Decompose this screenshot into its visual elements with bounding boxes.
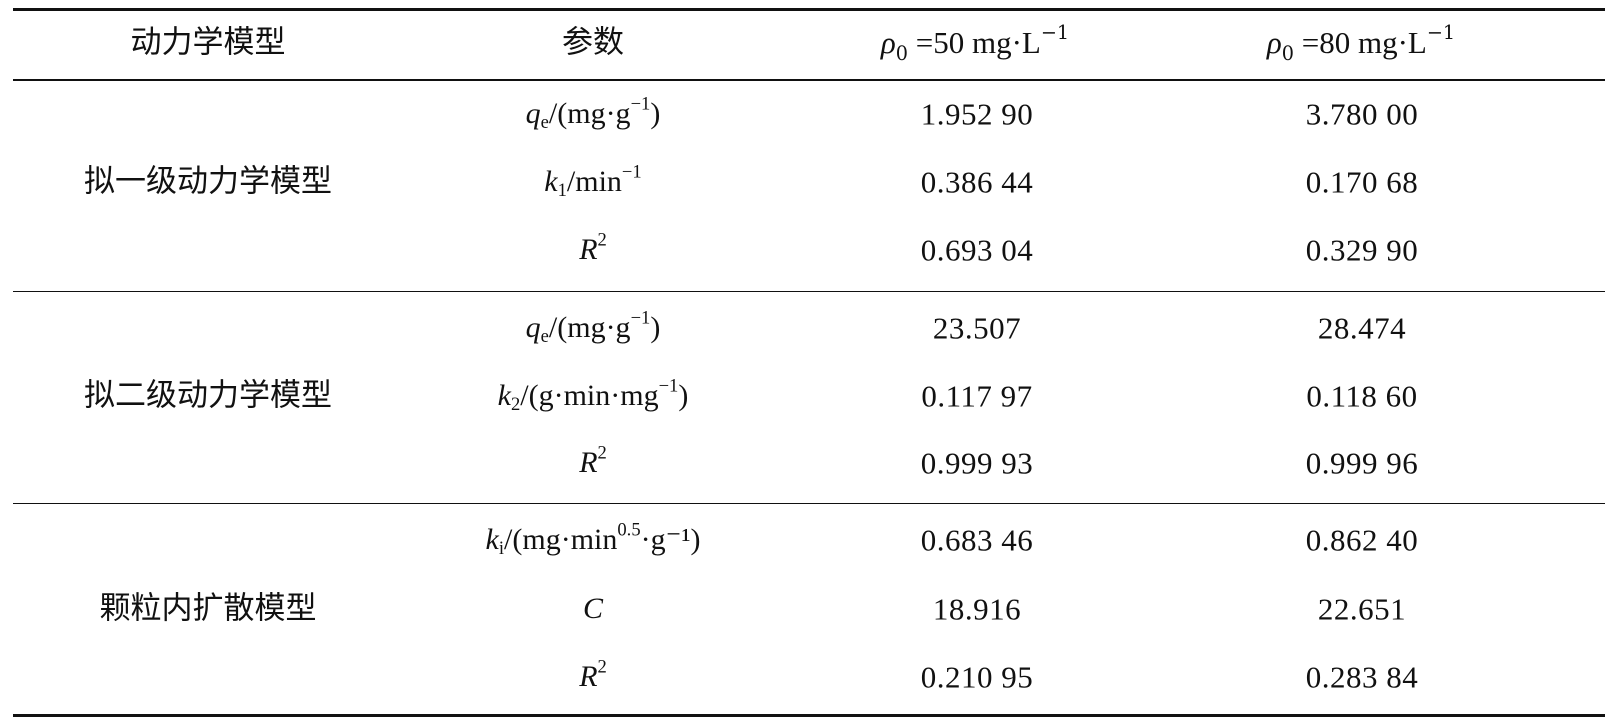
param-symbol: q [525, 97, 541, 130]
group-name-1: 拟一级动力学模型 [84, 163, 332, 200]
value-80-1-2: 0.170 68 [1305, 164, 1419, 200]
param-unit: /min [566, 165, 622, 198]
param-unit-end: ) [650, 97, 661, 130]
param-unit-end: ) [678, 379, 689, 412]
param-symbol: k [485, 523, 499, 556]
header-model: 动力学模型 [130, 24, 286, 61]
param-cell-1-1: qe/(mg·g−1) [525, 95, 661, 132]
param-cell-2-1: qe/(mg·g−1) [525, 309, 661, 346]
param-superscript: −1 [658, 375, 679, 397]
param-symbol: q [525, 311, 541, 344]
header-conc-50-text: =50 mg·L [907, 25, 1041, 60]
value-80-3-2: 22.651 [1317, 591, 1407, 627]
param-unit: /(g·min·mg [520, 379, 659, 412]
param-subscript: 2 [510, 394, 521, 416]
param-superscript: 0.5 [617, 519, 641, 541]
param-symbol: R [579, 233, 598, 266]
header-conc-80-symbol: ρ [1266, 25, 1282, 60]
value-50-3-2: 18.916 [932, 591, 1022, 627]
param-symbol: C [582, 592, 604, 625]
header-conc-50-symbol: ρ [880, 25, 896, 60]
param-unit: /(mg·min [504, 523, 618, 556]
table-top-rule [13, 8, 1605, 11]
value-50-1-2: 0.386 44 [920, 164, 1034, 200]
param-cell-3-3: R2 [579, 658, 607, 693]
param-unit-end: ·g⁻¹) [640, 523, 701, 556]
param-cell-3-2: C [583, 594, 603, 624]
value-80-1-3: 0.329 90 [1305, 232, 1419, 268]
param-cell-3-1: ki/(mg·min0.5·g⁻¹) [485, 521, 701, 558]
param-cell-1-2: k1/min−1 [544, 163, 641, 200]
param-cell-1-3: R2 [579, 231, 607, 266]
header-conc-80-sup: −1 [1426, 21, 1456, 45]
value-50-1-1: 1.952 90 [920, 96, 1034, 132]
header-conc-80-sub: 0 [1281, 42, 1294, 66]
header-conc-80: ρ0 =80 mg·L−1 [1266, 23, 1455, 63]
value-50-2-2: 0.117 97 [921, 378, 1033, 414]
param-cell-2-3: R2 [579, 444, 607, 479]
param-unit: /(mg·g [548, 311, 631, 344]
value-50-3-3: 0.210 95 [920, 659, 1034, 695]
param-symbol: R [579, 446, 598, 479]
param-superscript: −1 [630, 93, 651, 115]
value-50-1-3: 0.693 04 [920, 232, 1034, 268]
param-unit: /(mg·g [548, 97, 631, 130]
value-80-2-3: 0.999 96 [1305, 445, 1419, 481]
param-superscript: −1 [630, 307, 651, 329]
param-cell-2-2: k2/(g·min·mg−1) [497, 377, 689, 414]
param-subscript: 1 [557, 180, 567, 202]
header-param: 参数 [562, 24, 624, 61]
param-superscript: 2 [597, 442, 607, 464]
header-conc-50-sub: 0 [895, 42, 908, 66]
param-subscript: e [540, 112, 549, 134]
param-subscript: i [498, 538, 505, 560]
param-subscript: e [540, 326, 549, 348]
header-conc-50-sup: −1 [1040, 21, 1070, 45]
param-unit-end: ) [650, 311, 661, 344]
table-bottom-rule [13, 714, 1605, 717]
param-symbol: k [544, 165, 558, 198]
param-symbol: R [579, 660, 598, 693]
value-80-3-1: 0.862 40 [1305, 522, 1419, 558]
param-superscript: 2 [597, 229, 607, 251]
value-80-2-1: 28.474 [1317, 310, 1407, 346]
param-superscript: −1 [621, 161, 642, 183]
value-80-1-1: 3.780 00 [1305, 96, 1419, 132]
header-conc-50: ρ0 =50 mg·L−1 [880, 23, 1069, 63]
group-name-3: 颗粒内扩散模型 [99, 590, 317, 627]
value-80-2-2: 0.118 60 [1306, 378, 1418, 414]
group-divider-1 [13, 291, 1605, 292]
value-80-3-3: 0.283 84 [1305, 659, 1419, 695]
header-conc-80-text: =80 mg·L [1293, 25, 1427, 60]
param-symbol: k [497, 379, 511, 412]
param-superscript: 2 [597, 656, 607, 678]
header-rule [13, 79, 1605, 81]
group-divider-2 [13, 503, 1605, 504]
value-50-3-1: 0.683 46 [920, 522, 1034, 558]
value-50-2-3: 0.999 93 [920, 445, 1034, 481]
group-name-2: 拟二级动力学模型 [84, 377, 332, 414]
value-50-2-1: 23.507 [932, 310, 1022, 346]
